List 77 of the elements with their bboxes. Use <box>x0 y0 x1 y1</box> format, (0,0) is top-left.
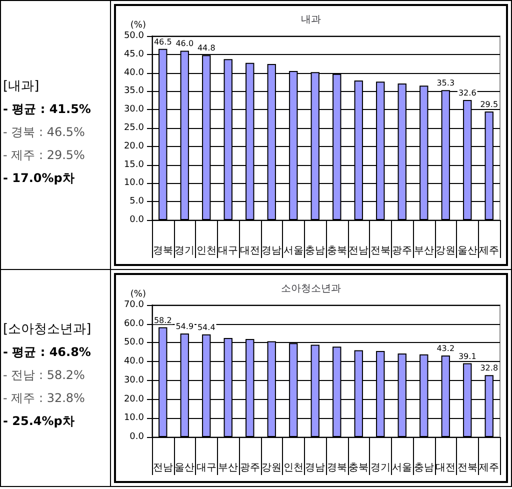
y-tick-label: 70.0 <box>124 300 144 310</box>
data-label: 35.3 <box>436 78 455 88</box>
y-tick-label: 35.0 <box>124 86 144 96</box>
y-tick-label: 5.0 <box>130 196 144 207</box>
data-label: 54.9 <box>176 322 194 331</box>
chart-title: 소아청소년과 <box>281 284 341 294</box>
data-label: 29.5 <box>480 100 498 109</box>
chart-title: 내과 <box>301 14 321 26</box>
x-tick-label: 부산 <box>218 462 238 474</box>
y-tick-label: 30.0 <box>124 375 144 386</box>
x-tick-label: 서울 <box>283 246 304 256</box>
text: - 평균 : 46.8% <box>3 344 92 361</box>
y-tick-label: 0.0 <box>130 432 144 442</box>
y-tick-label: 45.0 <box>124 49 144 60</box>
data-label: 32.8 <box>480 364 498 373</box>
x-tick-label: 강원 <box>262 462 282 474</box>
x-tick-label: 울산 <box>174 462 195 474</box>
x-tick-label: 부산 <box>414 246 434 256</box>
y-tick-label: 20.0 <box>124 141 144 152</box>
text: - 평균 : 41.5% <box>3 101 91 118</box>
data-label: 43.2 <box>436 344 455 354</box>
y-tick-label: 25.0 <box>124 123 144 133</box>
x-tick-label: 경기 <box>370 462 390 474</box>
x-tick-label: 전북 <box>457 462 478 474</box>
y-tick-label: 15.0 <box>124 160 144 170</box>
x-tick-label: 제주 <box>479 246 500 256</box>
x-tick-label: 울산 <box>457 246 478 256</box>
data-label: 54.4 <box>197 322 216 332</box>
data-label: 58.2 <box>154 316 172 325</box>
y-tick-label: 0.0 <box>130 215 144 225</box>
x-tick-label: 대구 <box>218 246 238 256</box>
x-tick-label: 충남 <box>305 246 326 256</box>
data-label: 46.5 <box>154 37 172 46</box>
y-tick-label: 50.0 <box>124 338 144 348</box>
x-tick-label: 전북 <box>370 246 390 256</box>
x-tick-label: 경남 <box>262 246 282 256</box>
y-tick-label: 40.0 <box>124 68 144 78</box>
y-tick-label: 20.0 <box>124 394 144 404</box>
text: - 17.0%p차 <box>3 170 76 187</box>
data-label: 44.8 <box>197 44 216 53</box>
data-label: 32.6 <box>458 88 476 98</box>
x-tick-label: 인천 <box>196 246 216 256</box>
y-tick-label: 10.0 <box>124 413 144 424</box>
x-tick-label: 경북 <box>326 462 347 474</box>
x-tick-label: 전남 <box>348 246 369 256</box>
y-tick-label: 60.0 <box>124 318 144 329</box>
x-tick-label: 광주 <box>240 462 260 474</box>
x-tick-label: 인천 <box>283 462 304 474</box>
text: [소아청소년과] <box>3 321 92 338</box>
text: [내과] <box>3 78 40 95</box>
text: - 제주 : 29.5% <box>3 147 86 164</box>
x-tick-label: 충북 <box>348 462 369 474</box>
x-tick-label: 경기 <box>174 246 195 256</box>
x-tick-label: 서울 <box>392 462 412 474</box>
y-tick-label: 30.0 <box>124 104 144 115</box>
x-tick-label: 충북 <box>326 246 347 256</box>
y-tick-label: 10.0 <box>124 178 144 188</box>
x-tick-label: 제주 <box>479 462 500 474</box>
text: - 25.4%p차 <box>3 413 76 430</box>
x-tick-label: 대전 <box>436 462 456 474</box>
x-tick-label: 경남 <box>305 462 326 474</box>
y-tick-label: 50.0 <box>124 31 144 41</box>
x-tick-label: 경북 <box>152 246 173 256</box>
x-tick-label: 전남 <box>152 462 173 474</box>
x-tick-label: 광주 <box>392 246 412 256</box>
text: - 전남 : 58.2% <box>3 367 86 384</box>
text: - 제주 : 32.8% <box>3 390 86 407</box>
y-axis-title: (%) <box>130 20 146 30</box>
data-label: 46.0 <box>176 39 194 48</box>
x-tick-label: 충남 <box>414 462 434 474</box>
text: - 경북 : 46.5% <box>3 124 86 141</box>
x-tick-label: 대전 <box>240 246 260 256</box>
x-tick-label: 강원 <box>436 246 456 256</box>
x-tick-label: 대구 <box>196 462 216 474</box>
data-label: 39.1 <box>458 352 476 361</box>
y-axis-title: (%) <box>130 290 146 300</box>
y-tick-label: 40.0 <box>124 356 144 367</box>
